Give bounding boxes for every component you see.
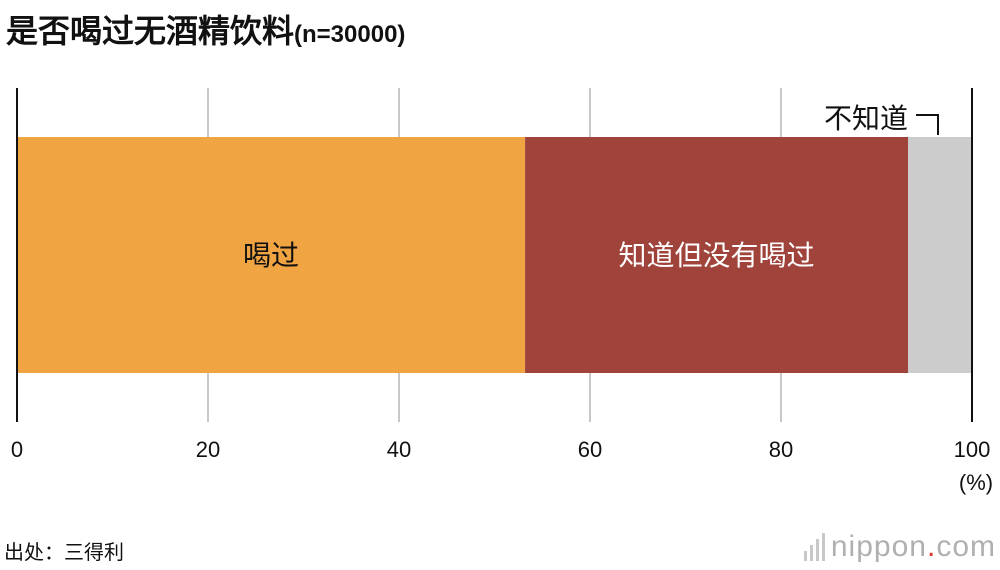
tick-label-100: 100 — [954, 437, 991, 462]
callout-leader — [916, 114, 940, 135]
chart-title-text: 是否喝过无酒精饮料 — [6, 13, 295, 49]
tick-labels: 0 20 40 60 80 100 — [11, 437, 990, 462]
bar-segment-2 — [908, 137, 972, 373]
segment-label-1: 知道但没有喝过 — [619, 240, 815, 271]
sample-note: (n=30000) — [294, 21, 406, 48]
source-note: 出处：三得利 — [4, 542, 124, 564]
nippon-logo: nippon.com — [803, 530, 996, 564]
logo-dot: . — [926, 530, 937, 563]
tick-label-80: 80 — [769, 437, 793, 462]
logo-main: nippon — [830, 530, 927, 563]
stacked-bar-chart: 0 20 40 60 80 100 喝过 知道但没有喝过 不知道 (%) — [11, 88, 993, 495]
chart-title: 是否喝过无酒精饮料(n=30000) — [6, 6, 405, 52]
tick-label-20: 20 — [196, 437, 220, 462]
logo-tld: com — [936, 530, 996, 563]
tick-label-0: 0 — [11, 437, 23, 462]
axis-lines — [16, 88, 973, 422]
bar-segments — [17, 137, 972, 373]
segment-labels: 喝过 知道但没有喝过 不知道 — [243, 103, 940, 271]
segment-label-2: 不知道 — [824, 103, 908, 134]
bar-segment-0 — [17, 137, 526, 373]
segment-label-0: 喝过 — [243, 240, 299, 271]
tick-label-40: 40 — [387, 437, 411, 462]
bar-segment-1 — [525, 137, 909, 373]
logo-bars-icon — [803, 533, 825, 561]
unit-label: (%) — [959, 470, 993, 495]
tick-label-60: 60 — [578, 437, 602, 462]
